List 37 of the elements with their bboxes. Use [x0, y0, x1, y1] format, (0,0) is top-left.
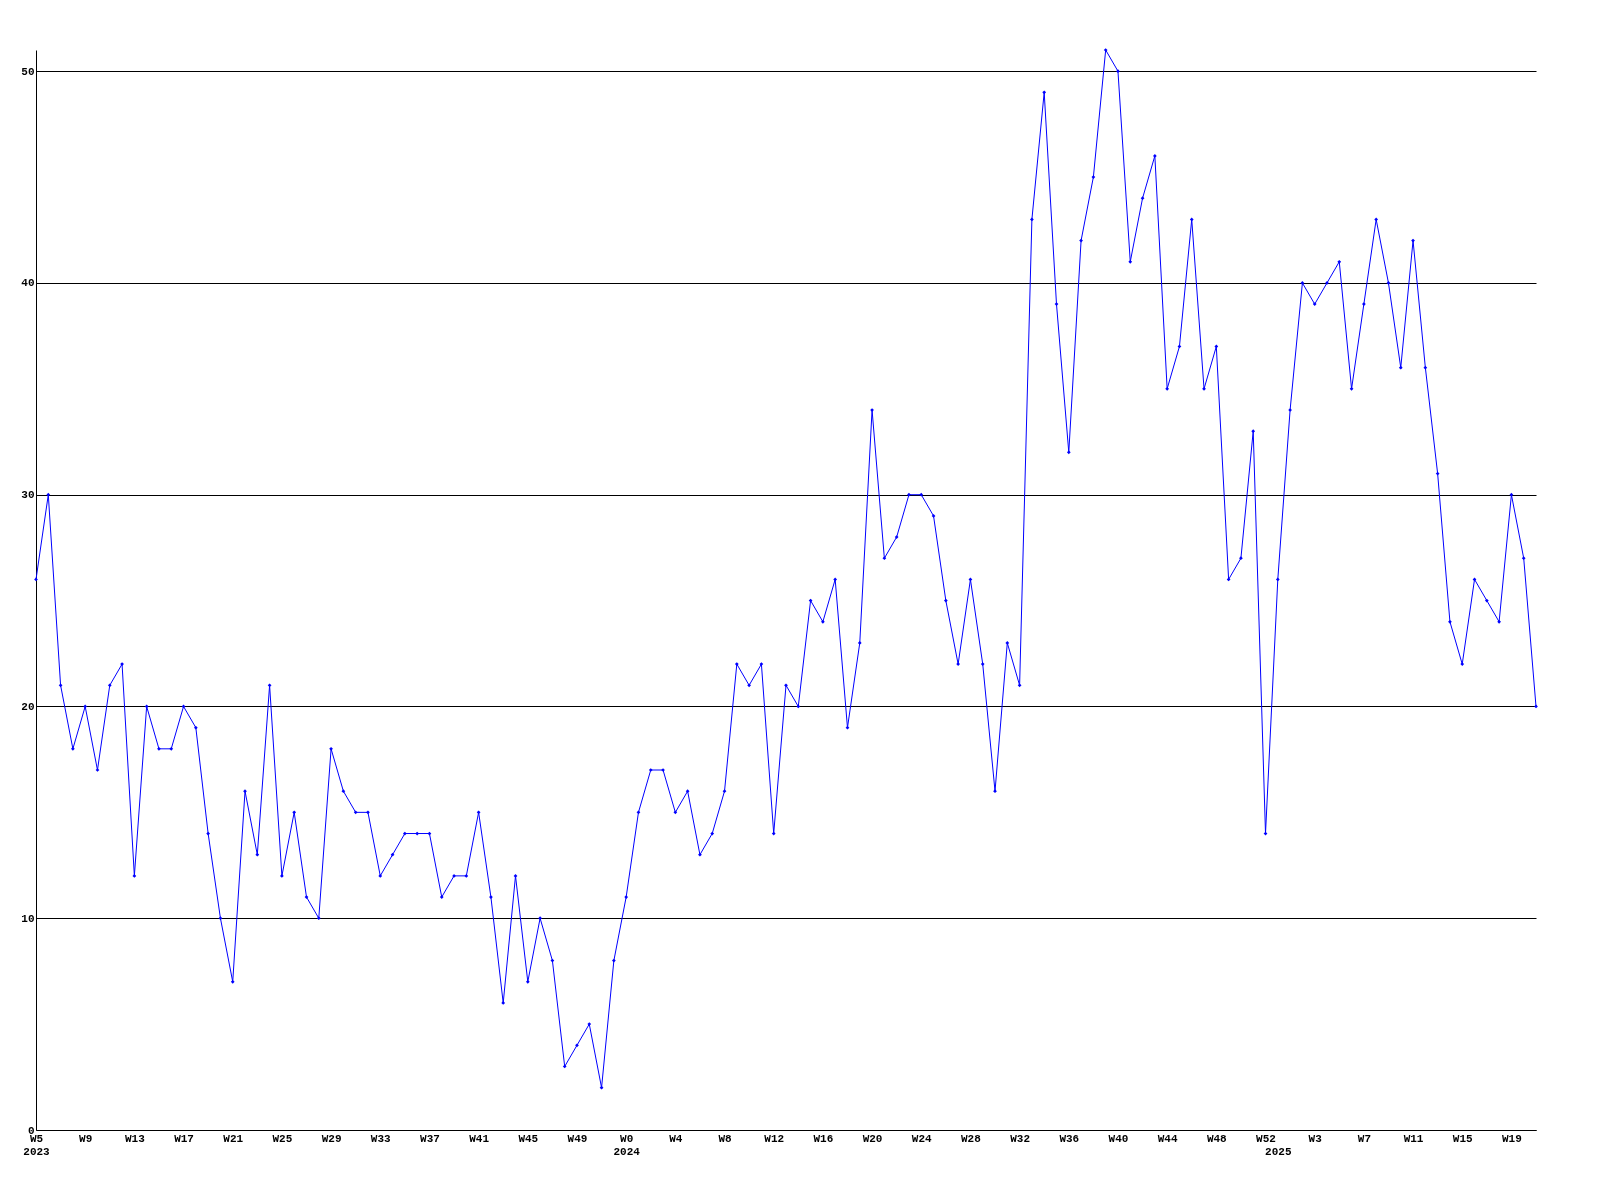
x-tick-label: W15	[1452, 1132, 1474, 1145]
x-tick-label: W20	[862, 1132, 883, 1145]
x-tick-label: W40	[1108, 1132, 1129, 1145]
x-tick-label: W5 2023	[23, 1132, 51, 1158]
x-tick-label: W3	[1308, 1132, 1323, 1145]
x-tick-label: W25	[272, 1132, 293, 1145]
y-tick-label: 40	[21, 277, 35, 290]
x-tick-label: 2025	[1265, 1145, 1292, 1158]
x-tick-label: W37	[420, 1132, 440, 1145]
x-tick-label: W49	[567, 1132, 588, 1145]
x-tick-label: W11	[1403, 1132, 1424, 1145]
x-tick-label: W33	[370, 1132, 392, 1145]
x-tick-label: W7	[1357, 1132, 1371, 1145]
x-tick-label: W28	[961, 1132, 982, 1145]
x-tick-label: W32	[1010, 1132, 1031, 1145]
x-tick-label: W29	[321, 1132, 342, 1145]
x-tick-label: W0 2024	[613, 1132, 641, 1158]
x-tick-label: W36	[1059, 1132, 1080, 1145]
x-tick-label: W48	[1206, 1132, 1228, 1145]
x-tick-label: W8	[718, 1132, 733, 1145]
y-tick-label: 50	[21, 65, 35, 78]
x-tick-label: W45	[518, 1132, 539, 1145]
x-tick-label: W24	[911, 1132, 933, 1145]
x-tick-label: W44	[1157, 1132, 1178, 1145]
x-tick-label: W17	[174, 1132, 194, 1145]
x-tick-label: W19	[1502, 1132, 1522, 1145]
x-tick-label: W16	[813, 1132, 834, 1145]
y-tick-label: 10	[21, 912, 35, 925]
x-tick-label: W4	[669, 1132, 683, 1145]
x-tick-label: W21	[223, 1132, 244, 1145]
x-tick-label: W41	[469, 1132, 490, 1145]
x-tick-label: W9	[79, 1132, 93, 1145]
x-tick-label: W12	[764, 1132, 785, 1145]
y-tick-label: 20	[21, 700, 35, 713]
x-tick-label: W13	[124, 1132, 146, 1145]
x-tick-label: W52	[1256, 1132, 1276, 1145]
y-tick-label: 30	[21, 489, 35, 502]
